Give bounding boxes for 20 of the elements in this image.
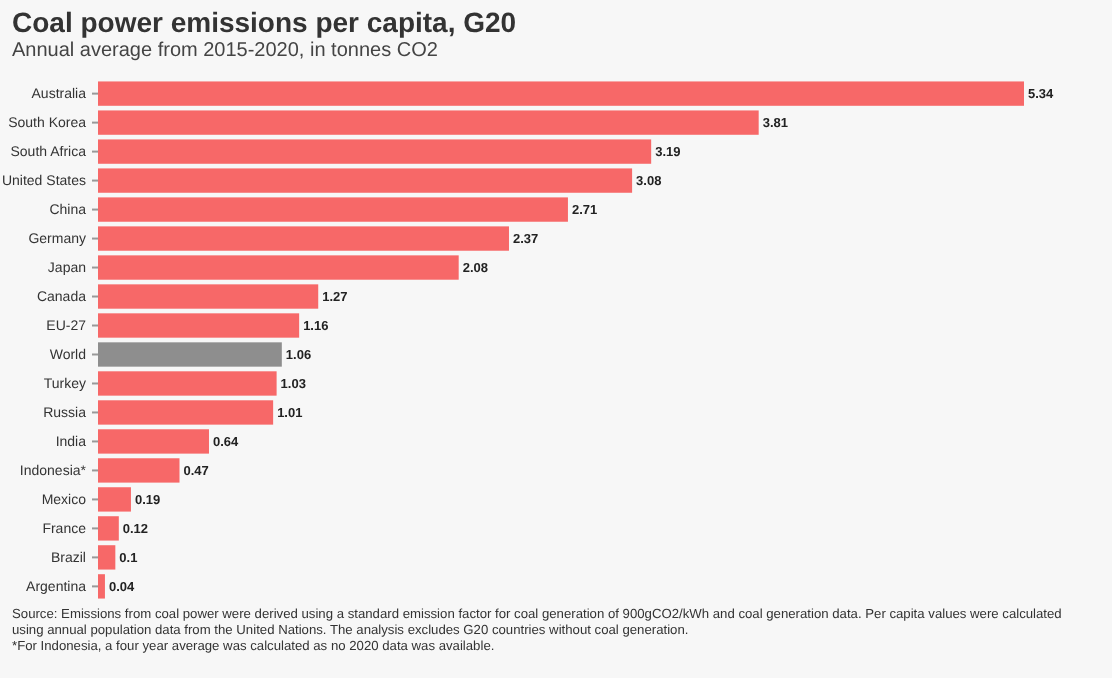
- bar: [98, 487, 131, 512]
- bar: [98, 313, 300, 338]
- bar: [98, 110, 759, 135]
- bar: [98, 139, 652, 164]
- bar: [98, 342, 282, 367]
- bar: [98, 545, 116, 570]
- bar: [98, 371, 277, 396]
- bar: [98, 255, 459, 280]
- bar: [98, 81, 1024, 106]
- bar: [98, 197, 568, 222]
- bar: [98, 429, 209, 454]
- chart-title: Coal power emissions per capita, G20: [12, 6, 517, 38]
- chart-subtitle: Annual average from 2015-2020, in tonnes CO2: [12, 40, 438, 62]
- bar: [98, 574, 105, 599]
- bar: [98, 168, 633, 193]
- bar: [98, 284, 319, 309]
- bar: [98, 226, 509, 251]
- bar: [98, 458, 180, 483]
- bar: [98, 400, 274, 425]
- bar: [98, 516, 119, 541]
